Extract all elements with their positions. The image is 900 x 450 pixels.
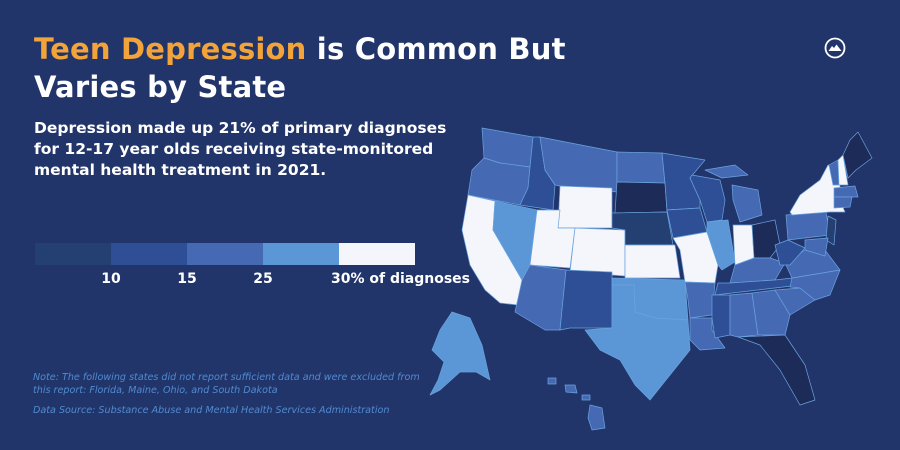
legend-swatch-2 [187, 243, 263, 265]
state-wv [774, 239, 806, 266]
state-oh [751, 219, 781, 259]
state-hi [564, 384, 578, 394]
legend-tick-10: 10 [101, 271, 121, 287]
state-co [569, 227, 626, 277]
state-wy [557, 185, 613, 229]
state-ms [711, 294, 731, 339]
state-ma [833, 185, 859, 198]
state-sd [614, 181, 668, 214]
state-ct [833, 196, 853, 209]
state-nh [837, 154, 849, 186]
state-me [842, 131, 873, 179]
state-nd [616, 151, 666, 184]
state-ak [429, 311, 491, 396]
legend-tick-25: 25 [253, 271, 273, 287]
state-ks [624, 244, 681, 279]
state-nm [559, 269, 613, 331]
legend-tick-15: 15 [177, 271, 197, 287]
state-hi [547, 377, 557, 385]
state-hi [581, 394, 591, 401]
state-ar [684, 281, 716, 319]
state-ga [751, 289, 791, 336]
state-nj [825, 215, 837, 246]
state-il [706, 219, 736, 271]
legend-swatch-3 [263, 243, 339, 265]
state-tx [584, 284, 691, 401]
state-mi [731, 184, 763, 223]
source-text: Data Source: Substance Abuse and Mental … [33, 405, 390, 416]
state-mn [661, 152, 706, 211]
page-title: Teen Depression is Common But Varies by … [34, 30, 566, 106]
mountain-circle-logo-icon [824, 37, 846, 59]
note-text: Note: The following states did not repor… [33, 372, 420, 396]
legend-swatch-0 [35, 243, 111, 265]
subtitle: Depression made up 21% of primary diagno… [34, 119, 447, 179]
title-line2: Varies by State [34, 70, 287, 104]
state-pa [785, 211, 831, 241]
state-hi [587, 404, 606, 431]
legend-tick-30: 30% of diagnoses [331, 271, 471, 287]
color-legend [35, 243, 415, 265]
state-al [729, 292, 759, 338]
legend-swatch-4 [339, 243, 415, 265]
title-highlight: Teen Depression [34, 32, 307, 66]
state-md [804, 237, 829, 257]
title-rest: is Common But [306, 32, 566, 66]
legend-swatch-1 [111, 243, 187, 265]
state-fl [737, 334, 816, 406]
state-mi [704, 164, 749, 179]
